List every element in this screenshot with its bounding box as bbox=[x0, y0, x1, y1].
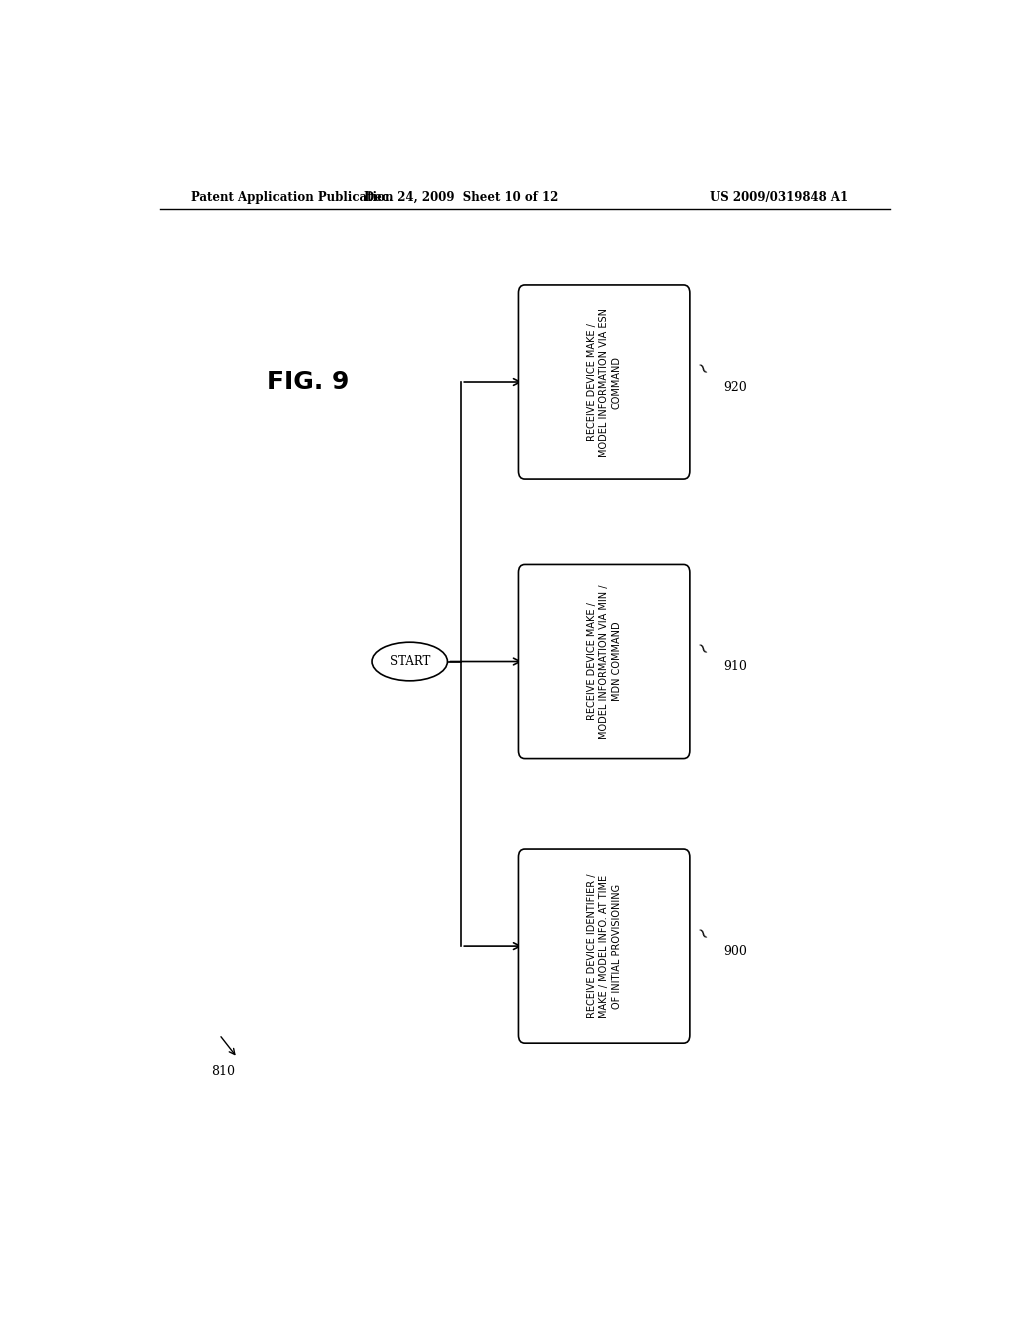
Text: US 2009/0319848 A1: US 2009/0319848 A1 bbox=[710, 190, 848, 203]
Text: ∼: ∼ bbox=[690, 359, 712, 380]
FancyBboxPatch shape bbox=[518, 849, 690, 1043]
Text: RECEIVE DEVICE MAKE /
MODEL INFORMATION VIA ESN
COMMAND: RECEIVE DEVICE MAKE / MODEL INFORMATION … bbox=[587, 308, 622, 457]
Text: 920: 920 bbox=[723, 380, 746, 393]
Text: ∼: ∼ bbox=[690, 924, 712, 945]
FancyBboxPatch shape bbox=[518, 285, 690, 479]
Text: 810: 810 bbox=[211, 1065, 236, 1078]
Ellipse shape bbox=[372, 643, 447, 681]
Text: RECEIVE DEVICE IDENTIFIER /
MAKE / MODEL INFO. AT TIME
OF INITIAL PROVISIONING: RECEIVE DEVICE IDENTIFIER / MAKE / MODEL… bbox=[587, 874, 622, 1018]
Text: 910: 910 bbox=[723, 660, 748, 673]
Text: RECEIVE DEVICE MAKE /
MODEL INFORMATION VIA MIN /
MDN COMMAND: RECEIVE DEVICE MAKE / MODEL INFORMATION … bbox=[587, 585, 622, 739]
Text: FIG. 9: FIG. 9 bbox=[267, 370, 349, 393]
Text: ∼: ∼ bbox=[690, 639, 712, 660]
Text: START: START bbox=[389, 655, 430, 668]
Text: 900: 900 bbox=[723, 945, 748, 958]
Text: Patent Application Publication: Patent Application Publication bbox=[191, 190, 394, 203]
Text: Dec. 24, 2009  Sheet 10 of 12: Dec. 24, 2009 Sheet 10 of 12 bbox=[365, 190, 558, 203]
FancyBboxPatch shape bbox=[518, 565, 690, 759]
